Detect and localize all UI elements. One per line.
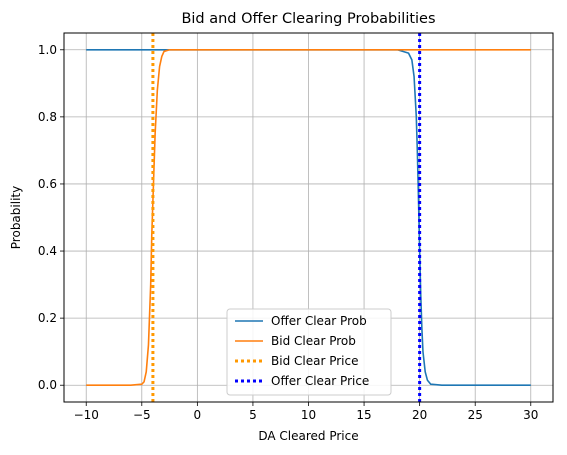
x-tick-label: −10 [74,408,99,422]
bid-clear-prob-line [86,48,531,387]
chart-title: Bid and Offer Clearing Probabilities [181,11,435,27]
x-tick-label: 15 [356,408,371,422]
legend-label: Offer Clear Prob [271,314,367,328]
plot-area [86,33,531,402]
y-tick-label: 0.6 [38,177,57,191]
y-axis-label: Probability [9,186,23,249]
legend-label: Bid Clear Price [271,354,358,368]
x-tick-label: −5 [133,408,151,422]
x-tick-label: 25 [468,408,483,422]
x-axis-label: DA Cleared Price [258,429,358,443]
x-tick-label: 5 [249,408,257,422]
legend: Offer Clear Prob Bid Clear Prob Bid Clear … [226,308,392,396]
y-tick-label: 0.2 [38,311,57,325]
x-tick-label: 30 [523,408,538,422]
y-axis: 0.0 0.2 0.4 0.6 0.8 1.0 [38,43,64,392]
legend-label: Bid Clear Prob [271,334,356,348]
y-tick-label: 1.0 [38,43,57,57]
y-tick-label: 0.0 [38,378,57,392]
y-tick-label: 0.4 [38,244,57,258]
y-tick-label: 0.8 [38,110,57,124]
x-tick-label: 0 [194,408,202,422]
grid [64,33,553,402]
x-axis: −10 −5 0 5 10 15 20 25 30 [74,402,538,422]
legend-box [226,308,392,396]
legend-label: Offer Clear Price [271,374,369,388]
x-tick-label: 10 [301,408,316,422]
x-tick-label: 20 [412,408,427,422]
